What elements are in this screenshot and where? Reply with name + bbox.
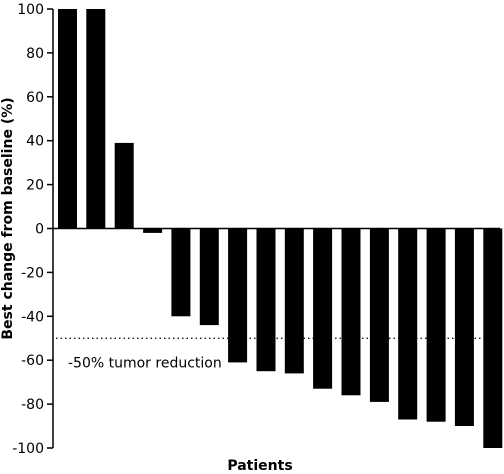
bar [171, 228, 191, 317]
y-tick-label: -100 [12, 441, 44, 457]
bar [143, 228, 163, 233]
y-tick-label: -40 [21, 309, 44, 325]
x-axis-label: Patients [227, 458, 292, 474]
y-tick-label: 60 [26, 90, 44, 106]
y-tick-label: 20 [26, 178, 44, 194]
bar [58, 9, 77, 229]
bar [341, 228, 361, 396]
bar [369, 228, 389, 402]
y-tick-label: 80 [26, 46, 44, 62]
y-axis-label: Best change from baseline (%) [0, 97, 16, 339]
y-tick-label: -20 [21, 265, 44, 281]
bar [398, 228, 418, 420]
y-tick-label: -60 [21, 353, 44, 369]
bar [228, 228, 248, 363]
reference-line-label: -50% tumor reduction [68, 355, 222, 371]
bar [454, 228, 474, 426]
bar [86, 9, 106, 229]
bar [313, 228, 333, 389]
y-tick-label: -80 [21, 397, 44, 413]
bar [426, 228, 446, 422]
y-axis-ticks: 100 80 60 40 20 0 -20 -40 -60 -80 -100 [12, 2, 53, 457]
y-tick-label: 40 [26, 134, 44, 150]
y-tick-label: 100 [17, 2, 44, 18]
bar [256, 228, 276, 372]
y-tick-label: 0 [35, 222, 44, 238]
bars [58, 9, 503, 448]
bar [199, 228, 219, 326]
bar [284, 228, 304, 374]
bar [114, 142, 134, 229]
